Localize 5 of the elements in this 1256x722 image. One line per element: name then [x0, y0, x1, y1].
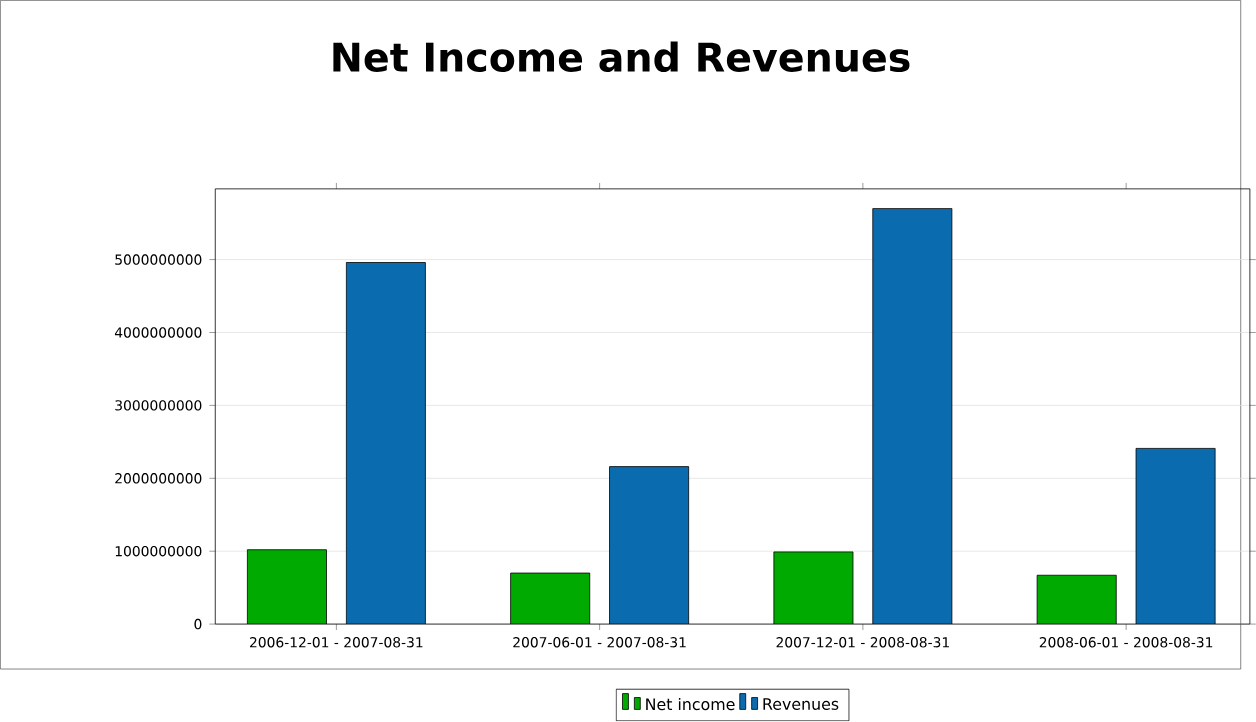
chart-title: Net Income and Revenues: [333, 41, 910, 73]
bar: [609, 466, 690, 625]
bar: [872, 208, 953, 625]
bar: [345, 262, 426, 625]
bar: [1135, 448, 1216, 625]
